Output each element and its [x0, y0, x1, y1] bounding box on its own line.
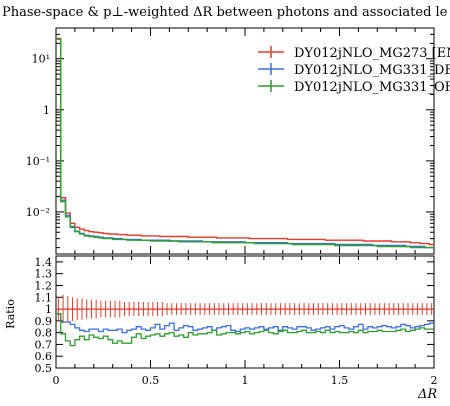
main-panel: 10¹ 1 10⁻¹ 10⁻² DY012jNLO_MG273 [ENE DY012jNL… — [26, 27, 450, 255]
legend-entry: DY012jNLO_MG331_OFFF — [258, 80, 450, 95]
ratio-series-line-3 — [56, 313, 434, 347]
y-tick-label: 1 — [45, 303, 52, 316]
main-plot-frame — [55, 27, 435, 255]
ratio-panel: 0.50.60.70.80.911.11.21.31.40 0.5 1 1.5 2 — [35, 255, 438, 387]
y-tick-label: 0.8 — [35, 327, 53, 340]
ratio-plot-frame — [55, 255, 435, 369]
y-tick-label: 1 — [43, 104, 50, 117]
legend-entry: DY012jNLO_MG273 [ENE — [258, 46, 450, 61]
x-tick-label: 1 — [242, 374, 249, 387]
y-tick-label: 0.7 — [35, 338, 53, 351]
x-tick-label: 1.5 — [331, 374, 349, 387]
y-tick-label: 1.4 — [35, 256, 53, 269]
y-tick-label: 1.3 — [35, 268, 53, 281]
series-line-3 — [56, 38, 434, 249]
legend-label: DY012jNLO_MG331_OFFF — [294, 80, 450, 95]
y-tick-label: 0.5 — [35, 362, 53, 375]
x-tick-label: 0.5 — [142, 374, 160, 387]
legend-entry: DY012jNLO_MG331_DEFA — [258, 63, 450, 78]
y-tick-label: 1.1 — [35, 291, 53, 304]
x-tick-label: 0 — [53, 374, 60, 387]
series-line-1 — [56, 37, 434, 246]
ratio-series-line-2 — [56, 313, 434, 334]
y-tick-label: 0.6 — [35, 350, 53, 363]
x-axis-label: ΔR — [417, 387, 437, 402]
legend-label: DY012jNLO_MG331_DEFA — [294, 63, 450, 78]
chart-title: Phase-space & p⊥-weighted ΔR between pho… — [2, 5, 448, 20]
y-tick-label: 10⁻² — [26, 206, 50, 219]
y-tick-label: 10¹ — [32, 53, 50, 66]
y-tick-label: 0.9 — [35, 315, 53, 328]
y-tick-label: 10⁻¹ — [26, 155, 50, 168]
y-tick-label: 1.2 — [35, 279, 53, 292]
y-axis-label-ratio: Ratio — [4, 299, 17, 329]
legend-label: DY012jNLO_MG273 [ENE — [294, 46, 450, 61]
x-tick-label: 2 — [431, 374, 438, 387]
